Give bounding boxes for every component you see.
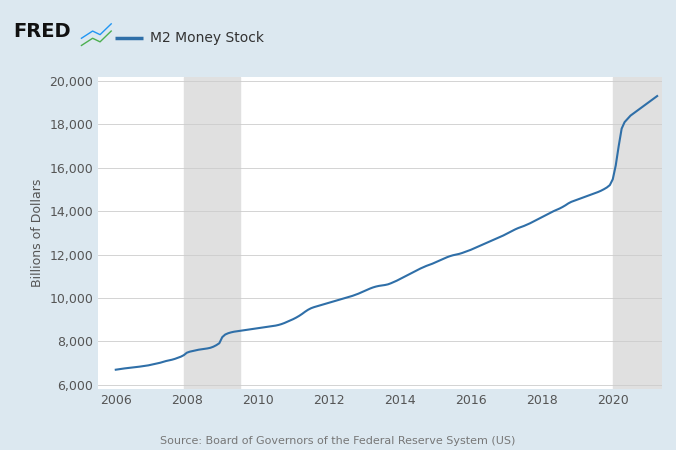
Text: M2 Money Stock: M2 Money Stock xyxy=(150,31,264,45)
Y-axis label: Billions of Dollars: Billions of Dollars xyxy=(30,179,44,287)
Bar xyxy=(184,76,240,389)
Text: Source: Board of Governors of the Federal Reserve System (US): Source: Board of Governors of the Federa… xyxy=(160,436,516,446)
Text: FRED: FRED xyxy=(14,22,71,41)
Bar xyxy=(612,76,662,389)
